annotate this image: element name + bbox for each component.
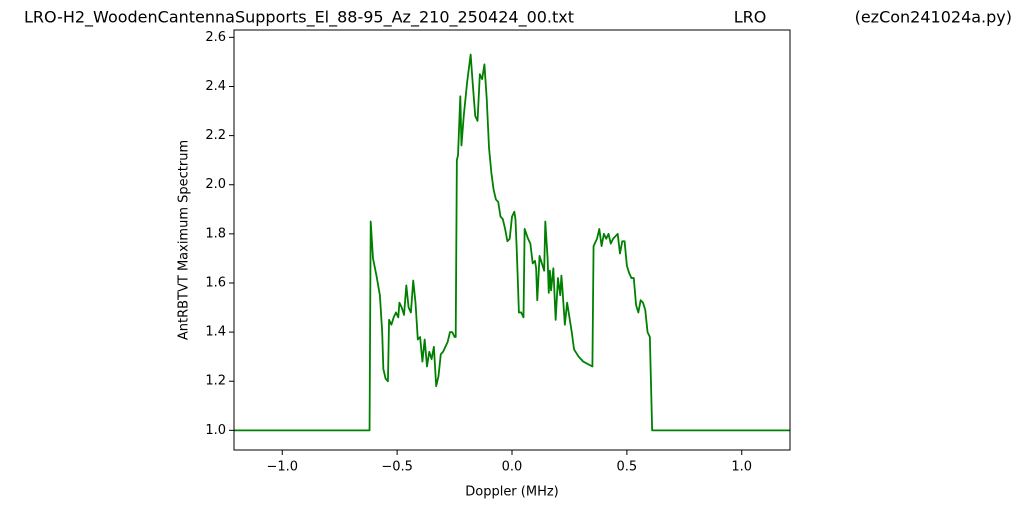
- data-line: [234, 53, 790, 432]
- y-tick-label: 2.6: [205, 30, 226, 45]
- x-tick-label: −1.0: [266, 460, 298, 475]
- y-tick-label: 1.0: [205, 423, 226, 438]
- x-tick-label: −0.5: [381, 460, 413, 475]
- y-tick-label: 2.0: [205, 177, 226, 192]
- chart-title: LRO: [734, 8, 767, 27]
- plot-frame: [233, 29, 791, 451]
- y-tick-label: 2.2: [205, 128, 226, 143]
- x-tick-label: 0.0: [502, 460, 523, 475]
- y-tick-label: 2.4: [205, 79, 226, 94]
- y-tick-label: 1.8: [205, 226, 226, 241]
- chart-title: LRO-H2_WoodenCantennaSupports_El_88-95_A…: [24, 8, 574, 28]
- x-axis-label: Doppler (MHz): [465, 485, 559, 500]
- y-tick-label: 1.6: [205, 275, 226, 290]
- y-axis-label: AntRBTVT Maximum Spectrum: [177, 140, 192, 340]
- chart-title: (ezCon241024a.py): [855, 8, 1012, 27]
- y-tick-label: 1.2: [205, 374, 226, 389]
- x-tick-label: 1.0: [731, 460, 752, 475]
- y-tick-label: 1.4: [205, 325, 226, 340]
- x-tick-label: 0.5: [617, 460, 638, 475]
